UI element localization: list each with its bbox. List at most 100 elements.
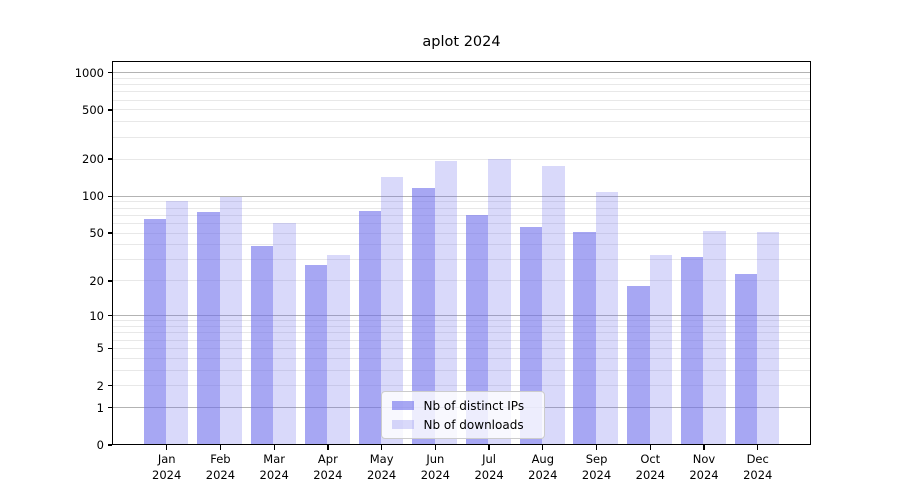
x-tick-label: Apr 2024 bbox=[313, 452, 342, 483]
y-tick-label: 1 bbox=[96, 400, 104, 415]
bar-downloads-oct bbox=[649, 254, 672, 445]
minor-gridline bbox=[112, 99, 811, 101]
legend-swatch-distinct-ips bbox=[391, 400, 414, 411]
x-tick-label: Feb 2024 bbox=[206, 452, 235, 483]
major-gridline bbox=[112, 195, 811, 197]
bar-downloads-jun bbox=[434, 161, 458, 445]
y-tick-label: 200 bbox=[82, 152, 104, 167]
legend-label-distinct-ips: Nb of distinct IPs bbox=[423, 398, 525, 413]
x-tick-label-line: 2024 bbox=[743, 467, 773, 482]
major-gridline bbox=[112, 315, 811, 317]
y-tick-label: 10 bbox=[89, 308, 104, 323]
minor-gridline bbox=[112, 385, 811, 387]
minor-gridline bbox=[112, 369, 811, 371]
bar-distinct-ips-mar bbox=[251, 246, 274, 445]
y-tick-mark bbox=[107, 280, 112, 282]
y-tick-mark bbox=[107, 71, 112, 74]
x-tick-label-line: Jul bbox=[482, 452, 497, 466]
bar-distinct-ips-jul bbox=[465, 215, 489, 445]
x-tick-label: Nov 2024 bbox=[689, 452, 718, 483]
x-tick-label-line: Jan bbox=[157, 452, 176, 466]
x-tick-label-line: 2024 bbox=[528, 467, 558, 482]
bar-distinct-ips-apr bbox=[304, 265, 328, 445]
y-tick-label: 5 bbox=[96, 341, 104, 356]
y-tick-mark bbox=[107, 232, 112, 234]
minor-gridline bbox=[112, 232, 811, 234]
y-tick-mark bbox=[107, 406, 112, 409]
legend-item-distinct-ips: Nb of distinct IPs bbox=[382, 396, 544, 415]
minor-gridline bbox=[112, 326, 811, 328]
bar-distinct-ips-nov bbox=[680, 256, 704, 445]
minor-gridline bbox=[112, 109, 811, 111]
x-tick-label-line: 2024 bbox=[152, 467, 182, 482]
bar-distinct-ips-jun bbox=[412, 188, 435, 445]
legend-swatch-downloads bbox=[391, 419, 414, 430]
bar-downloads-dec bbox=[757, 231, 780, 445]
bar-distinct-ips-sep bbox=[573, 231, 596, 445]
minor-gridline bbox=[112, 214, 811, 216]
plot-area: 0 1 2 5 10 20 50 100 200 500 1000 Jan 2024 Feb 2024 Ma… bbox=[75, 60, 811, 482]
x-tick-label-line: 2024 bbox=[366, 467, 397, 482]
x-tick-mark bbox=[757, 445, 759, 450]
minor-gridline bbox=[112, 332, 811, 334]
y-tick-label: 0 bbox=[96, 438, 104, 452]
x-tick-mark bbox=[327, 445, 329, 450]
x-tick-label-line: Sep bbox=[585, 452, 608, 466]
x-tick-label-line: 2024 bbox=[635, 467, 665, 482]
x-tick-label: May 2024 bbox=[367, 452, 396, 483]
y-tick-mark bbox=[107, 109, 112, 111]
x-tick-mark bbox=[703, 445, 705, 450]
y-tick-label: 20 bbox=[89, 273, 104, 288]
minor-gridline bbox=[112, 77, 811, 79]
x-tick-label-line: Feb bbox=[210, 452, 231, 466]
x-tick-label-line: Nov bbox=[692, 452, 716, 466]
y-tick-label: 500 bbox=[82, 102, 104, 117]
x-tick-label-line: Apr bbox=[317, 452, 338, 466]
chart-title: aplot 2024 bbox=[422, 34, 501, 50]
minor-gridline bbox=[112, 259, 811, 261]
x-tick-label-line: May bbox=[369, 452, 394, 466]
legend-label-downloads: Nb of downloads bbox=[423, 417, 524, 432]
legend: Nb of distinct IPs Nb of downloads bbox=[380, 390, 545, 439]
bar-distinct-ips-oct bbox=[627, 286, 650, 445]
legend-item-downloads: Nb of downloads bbox=[382, 415, 544, 434]
x-tick-label: Mar 2024 bbox=[260, 452, 289, 483]
bar-downloads-mar bbox=[273, 222, 296, 445]
x-tick-mark bbox=[273, 445, 275, 450]
minor-gridline bbox=[112, 347, 811, 349]
minor-gridline bbox=[112, 91, 811, 93]
x-tick-label-line: 2024 bbox=[420, 467, 450, 482]
bar-downloads-nov bbox=[703, 230, 726, 445]
major-gridline bbox=[112, 71, 811, 74]
bar-downloads-may bbox=[380, 176, 404, 445]
bar-downloads-jan bbox=[166, 201, 189, 445]
bar-downloads-sep bbox=[595, 192, 619, 445]
y-tick-label: 100 bbox=[82, 189, 104, 204]
x-tick-label: Jan 2024 bbox=[152, 452, 181, 483]
x-tick-mark bbox=[542, 445, 544, 450]
minor-gridline bbox=[112, 244, 811, 246]
x-tick-mark bbox=[434, 445, 436, 450]
minor-gridline bbox=[112, 121, 811, 123]
minor-gridline bbox=[112, 136, 811, 138]
x-tick-label: Jun 2024 bbox=[421, 452, 450, 483]
y-tick-label: 1000 bbox=[74, 65, 104, 80]
x-tick-label-line: Oct bbox=[640, 452, 661, 466]
x-tick-label-line: 2024 bbox=[474, 467, 504, 482]
minor-gridline bbox=[112, 158, 811, 160]
x-tick-label-line: Mar bbox=[263, 452, 285, 466]
x-tick-mark bbox=[219, 445, 222, 450]
minor-gridline bbox=[112, 320, 811, 322]
y-tick-label: 50 bbox=[89, 226, 104, 241]
minor-gridline bbox=[112, 207, 811, 209]
x-tick-mark bbox=[595, 445, 598, 450]
bar-downloads-feb bbox=[219, 197, 243, 445]
bar-downloads-aug bbox=[542, 165, 565, 445]
x-tick-label-line: Dec bbox=[746, 452, 769, 466]
y-tick-mark bbox=[107, 195, 112, 197]
x-tick-mark bbox=[380, 445, 383, 450]
x-tick-mark bbox=[166, 445, 168, 450]
bar-distinct-ips-feb bbox=[197, 211, 220, 445]
x-tick-label: Dec 2024 bbox=[743, 452, 772, 483]
x-tick-label: Sep 2024 bbox=[582, 452, 611, 483]
